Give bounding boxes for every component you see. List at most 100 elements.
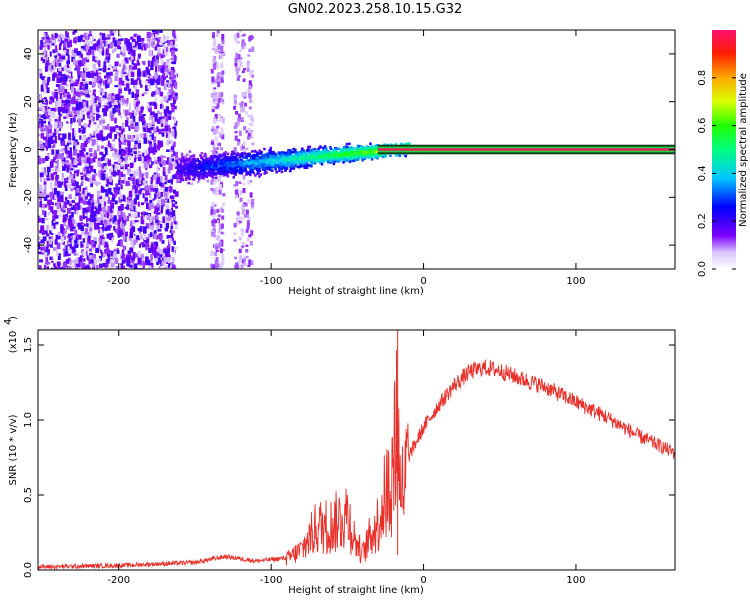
- heatmap-cell: [241, 154, 245, 157]
- heatmap-cell: [116, 187, 120, 191]
- heatmap-cell: [140, 234, 143, 240]
- heatmap-cell: [127, 177, 131, 181]
- heatmap-cell: [356, 152, 360, 155]
- heatmap-cell: [274, 154, 278, 158]
- heatmap-cell: [114, 61, 119, 66]
- heatmap-cell: [114, 257, 119, 264]
- heatmap-cell: [124, 57, 128, 61]
- heatmap-cell: [165, 204, 170, 210]
- heatmap-cell: [230, 170, 234, 173]
- heatmap-cell: [168, 163, 173, 171]
- heatmap-cell: [242, 141, 246, 147]
- heatmap-cell: [89, 153, 93, 157]
- heatmap-cell: [45, 140, 48, 146]
- heatmap-cell: [163, 65, 168, 69]
- heatmap-cell: [171, 82, 176, 86]
- heatmap-cell: [126, 97, 129, 104]
- heatmap-cell: [54, 55, 58, 58]
- heatmap-cell: [72, 94, 77, 98]
- heatmap-cell: [134, 122, 139, 128]
- heatmap-cell: [130, 205, 134, 211]
- heatmap-cell: [369, 146, 373, 149]
- heatmap-cell: [163, 76, 166, 80]
- heatmap-cell: [211, 220, 215, 224]
- heatmap-cell: [72, 53, 77, 58]
- heatmap-cell: [251, 36, 254, 39]
- heatmap-cell: [61, 141, 65, 147]
- heatmap-cell: [193, 161, 197, 164]
- heatmap-cell: [107, 67, 110, 71]
- heatmap-cell: [250, 150, 254, 153]
- heatmap-cell: [61, 103, 66, 110]
- heatmap-cell: [146, 124, 149, 130]
- heatmap-cell: [169, 209, 173, 213]
- heatmap-cell: [240, 34, 244, 38]
- heatmap-cell: [348, 160, 352, 163]
- heatmap-cell: [97, 84, 102, 88]
- heatmap-cell: [79, 150, 83, 157]
- heatmap-cell: [110, 115, 115, 121]
- heatmap-cell: [318, 155, 321, 159]
- heatmap-cell: [138, 190, 142, 195]
- heatmap-cell: [92, 214, 96, 219]
- heatmap-cell: [131, 91, 134, 98]
- heatmap-cell: [248, 123, 252, 126]
- heatmap-cell: [84, 223, 87, 227]
- heatmap-cell: [63, 49, 67, 54]
- heatmap-cell: [59, 182, 62, 188]
- heatmap-cell: [105, 183, 109, 187]
- heatmap-cell: [171, 158, 175, 162]
- heatmap-cell: [101, 33, 106, 40]
- heatmap-cell: [89, 158, 93, 164]
- heatmap-cell: [261, 157, 264, 161]
- heatmap-cell: [73, 144, 77, 152]
- heatmap-cell: [202, 177, 205, 180]
- heatmap-cell: [40, 225, 45, 231]
- heatmap-cell: [241, 245, 245, 248]
- heatmap-cell: [90, 242, 94, 248]
- heatmap-cell: [212, 43, 216, 47]
- heatmap-cell: [242, 45, 246, 50]
- heatmap-cell: [56, 127, 60, 131]
- heatmap-cell: [38, 107, 42, 110]
- heatmap-cell: [220, 53, 223, 59]
- heatmap-cell: [153, 230, 157, 234]
- heatmap-cell: [191, 158, 194, 161]
- heatmap-cell: [172, 174, 176, 179]
- heatmap-cell: [41, 45, 44, 48]
- heatmap-cell: [345, 159, 349, 162]
- heatmap-cell: [162, 216, 166, 224]
- heatmap-cell: [237, 54, 241, 60]
- heatmap-cell: [139, 174, 142, 181]
- heatmap-cell: [186, 169, 189, 173]
- heatmap-cell: [133, 47, 137, 51]
- heatmap-cell: [43, 87, 47, 94]
- heatmap-cell: [76, 141, 80, 145]
- heatmap-cell: [80, 46, 85, 50]
- heatmap-cell: [99, 263, 103, 268]
- heatmap-cell: [155, 81, 158, 88]
- heatmap-cell: [123, 215, 127, 220]
- heatmap-cell: [239, 57, 243, 60]
- heatmap-cell: [50, 110, 55, 118]
- heatmap-cell: [212, 33, 215, 39]
- heatmap-cell: [292, 167, 296, 170]
- heatmap-cell: [86, 111, 90, 116]
- heatmap-cell: [55, 62, 58, 67]
- heatmap-cell: [152, 32, 156, 39]
- heatmap-cell: [119, 83, 122, 86]
- heatmap-cell: [89, 248, 92, 252]
- heatmap-cell: [56, 190, 60, 198]
- heatmap-cell: [171, 103, 175, 108]
- heatmap-cell: [349, 155, 353, 158]
- heatmap-cell: [234, 57, 238, 63]
- heatmap-cell: [214, 219, 217, 224]
- heatmap-cell: [64, 180, 67, 188]
- heatmap-cell: [62, 166, 66, 171]
- heatmap-cell: [149, 143, 153, 148]
- heatmap-cell: [101, 198, 106, 202]
- heatmap-cell: [65, 49, 69, 56]
- heatmap-cell: [75, 103, 79, 109]
- heatmap-cell: [281, 163, 285, 167]
- heatmap-cell: [118, 142, 123, 145]
